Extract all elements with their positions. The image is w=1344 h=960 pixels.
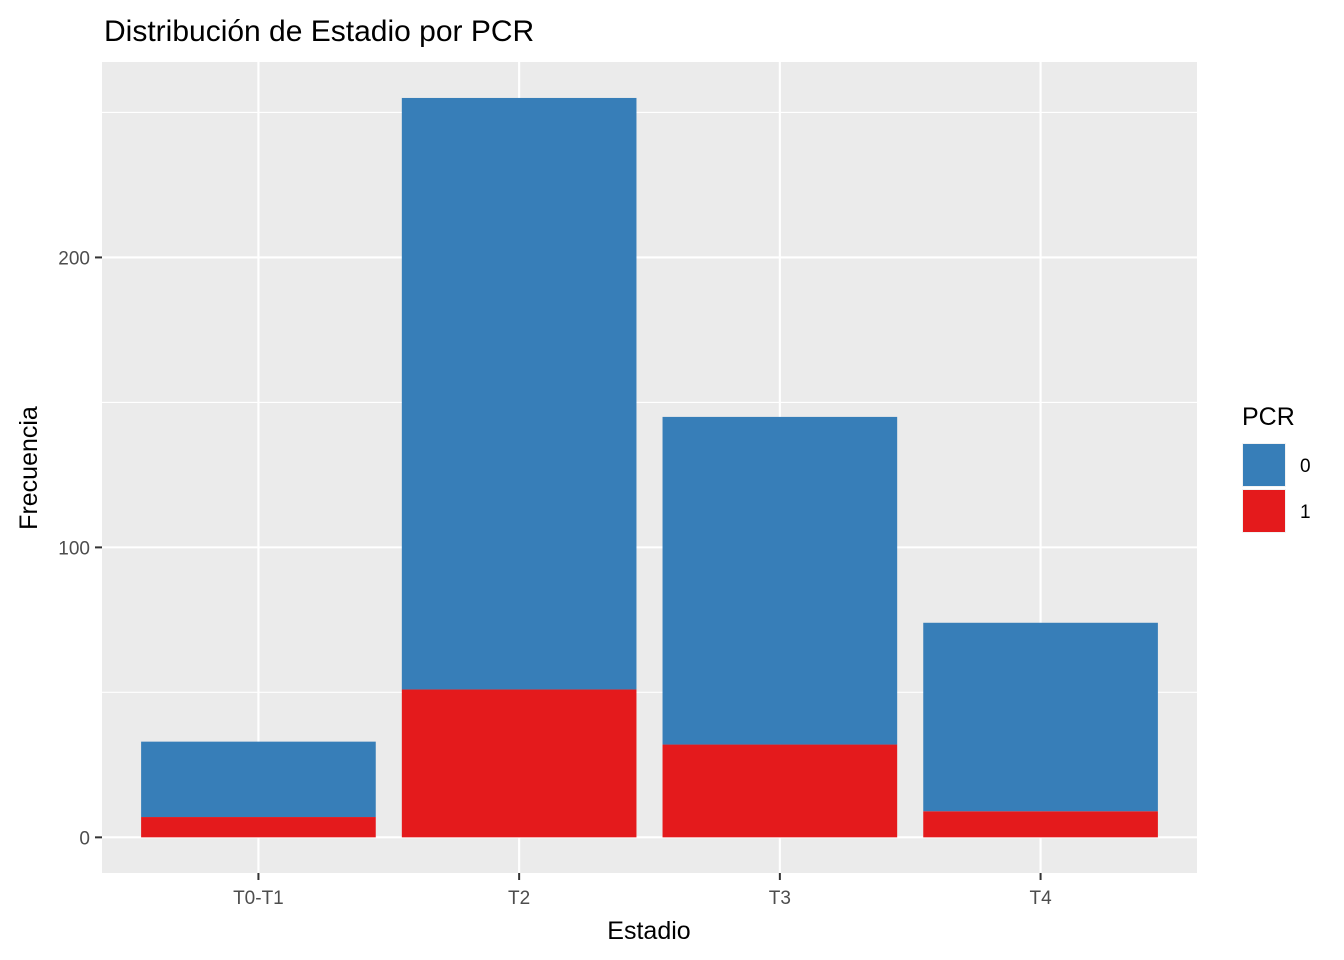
y-tick-label: 0 xyxy=(79,828,90,849)
bar-T4-pcr-1 xyxy=(923,811,1158,838)
y-axis-title: Frecuencia xyxy=(15,406,43,530)
bars xyxy=(141,97,1158,838)
legend-label-1: 1 xyxy=(1300,502,1311,523)
legend-swatch-1 xyxy=(1243,490,1285,532)
x-tick-label: T3 xyxy=(769,888,791,909)
legend-swatch-0 xyxy=(1243,444,1285,486)
bar-T4-pcr-0 xyxy=(923,622,1158,812)
x-tick-label: T0-T1 xyxy=(233,888,284,909)
y-tick-label: 200 xyxy=(58,248,90,269)
legend-title: PCR xyxy=(1242,403,1295,431)
legend-items: 01 xyxy=(1242,443,1311,533)
y-axis: 0 100 200 xyxy=(58,248,102,849)
legend-label-0: 0 xyxy=(1300,456,1311,477)
x-tick-label: T4 xyxy=(1029,888,1052,909)
x-axis-title: Estadio xyxy=(607,917,690,945)
legend: PCR 01 xyxy=(1242,403,1311,533)
bar-T2-pcr-0 xyxy=(401,97,637,690)
bar-T3-pcr-0 xyxy=(662,416,898,745)
y-tick-label: 100 xyxy=(58,538,90,559)
bar-T0-T1-pcr-0 xyxy=(141,741,376,818)
x-axis: T0-T1 T2 T3 T4 xyxy=(233,873,1052,909)
bar-T3-pcr-1 xyxy=(662,744,898,838)
x-tick-label: T2 xyxy=(508,888,530,909)
bar-T2-pcr-1 xyxy=(401,689,637,838)
chart-title: Distribución de Estadio por PCR xyxy=(104,15,534,48)
bar-T0-T1-pcr-1 xyxy=(141,817,376,838)
